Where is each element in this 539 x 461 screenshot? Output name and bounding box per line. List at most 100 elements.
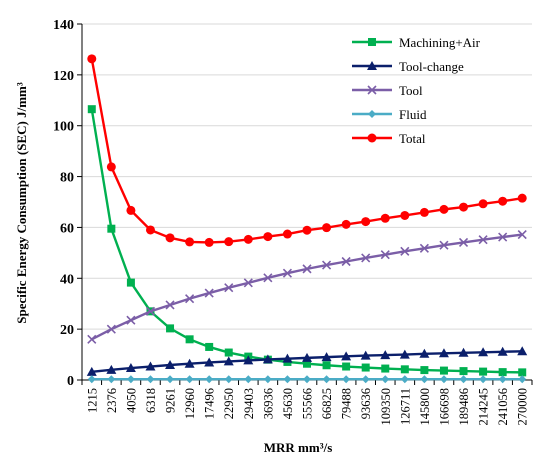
legend-swatch-marker	[368, 38, 376, 46]
data-point-tool-change	[438, 348, 449, 358]
data-point-fluid	[342, 375, 351, 384]
y-tick-label: 100	[53, 120, 74, 135]
data-point-fluid	[498, 375, 507, 384]
data-point-fluid	[381, 375, 390, 384]
data-point-tool	[419, 243, 429, 253]
data-point-fluid	[224, 375, 233, 384]
data-point-tool-change	[184, 358, 195, 368]
data-point-tool-change	[517, 346, 528, 356]
series-tool	[87, 229, 527, 344]
x-tick-label: 22950	[222, 388, 236, 419]
x-tick-label: 45630	[281, 388, 295, 419]
data-point-total	[243, 234, 253, 244]
y-tick-label: 20	[60, 323, 74, 338]
data-point-tool-change	[302, 352, 312, 362]
data-point-fluid	[518, 375, 527, 384]
data-point-machining-air	[166, 324, 175, 333]
data-point-tool	[478, 235, 488, 245]
data-point-fluid	[303, 375, 311, 384]
data-point-tool	[498, 232, 508, 242]
data-point-tool	[224, 283, 234, 293]
data-point-fluid	[244, 375, 253, 384]
y-tick-label: 40	[60, 272, 74, 287]
y-tick-label: 60	[60, 221, 74, 236]
data-point-tool-change	[360, 350, 371, 360]
data-point-fluid	[420, 375, 429, 384]
legend-label: Tool	[399, 83, 423, 98]
data-point-tool	[361, 253, 371, 263]
legend-label: Fluid	[399, 107, 427, 122]
data-point-tool-change	[106, 364, 117, 374]
x-tick-label: 189486	[457, 388, 471, 426]
data-point-fluid	[283, 375, 292, 384]
data-point-fluid	[400, 375, 409, 384]
x-tick-label: 55566	[301, 388, 315, 419]
series-tool-change	[86, 346, 528, 376]
x-tick-label: 6318	[144, 388, 158, 413]
y-tick-label: 80	[60, 171, 74, 186]
x-tick-label: 66825	[320, 388, 334, 419]
data-point-tool-change	[380, 350, 391, 360]
data-point-machining-air	[400, 365, 409, 374]
data-point-tool-change	[497, 346, 508, 356]
data-point-fluid	[126, 375, 135, 384]
data-point-total	[459, 202, 469, 212]
data-point-machining-air	[224, 348, 233, 357]
series-fluid	[87, 375, 527, 384]
data-point-machining-air	[303, 359, 311, 368]
data-point-tool	[341, 256, 351, 267]
data-point-fluid	[146, 375, 155, 384]
data-point-total	[126, 205, 136, 215]
y-tick-labels: 0 20 40 60 80 100 120 140	[53, 18, 74, 389]
data-point-tool	[106, 324, 116, 334]
x-tick-label: 166698	[437, 388, 451, 426]
data-point-machining-air	[342, 362, 351, 371]
data-point-fluid	[263, 375, 272, 384]
data-point-fluid	[166, 375, 175, 384]
x-tick-label: 4050	[124, 388, 138, 413]
data-point-fluid	[107, 375, 116, 384]
data-point-fluid	[205, 375, 214, 384]
data-point-tool	[185, 294, 195, 304]
x-tick-label: 79488	[340, 388, 354, 419]
data-point-machining-air	[420, 366, 429, 375]
data-point-total	[282, 229, 292, 239]
data-point-total	[106, 162, 116, 172]
legend-item-fluid: Fluid	[352, 107, 427, 122]
data-point-machining-air	[479, 367, 488, 376]
y-axis-title: Specific Energy Consumption (SEC) J/mm³	[14, 82, 29, 324]
legend-item-tool: Tool	[352, 83, 423, 98]
x-tick-label: 145800	[418, 388, 432, 426]
x-tick-label: 241056	[496, 388, 510, 426]
data-point-machining-air	[322, 361, 331, 370]
data-point-tool	[263, 273, 273, 283]
x-tick-label: 1215	[85, 388, 99, 413]
data-point-tool	[204, 288, 214, 298]
data-point-total	[204, 237, 214, 247]
x-tick-label: 17496	[203, 388, 217, 419]
data-point-machining-air	[107, 224, 116, 233]
data-point-total	[224, 237, 234, 247]
data-point-tool-change	[145, 361, 156, 371]
x-tick-label: 214245	[477, 388, 491, 426]
data-point-fluid	[322, 375, 331, 384]
legend-item-tool-change: Tool-change	[352, 59, 464, 74]
data-point-tool	[458, 237, 469, 247]
x-tick-label: 93636	[359, 388, 373, 419]
data-point-tool-change	[419, 348, 430, 358]
data-point-tool-change	[262, 354, 273, 364]
series-total	[87, 54, 527, 247]
data-point-total	[380, 213, 390, 223]
data-point-tool	[165, 300, 175, 310]
data-point-fluid	[439, 375, 448, 384]
x-tick-label: 109350	[379, 388, 393, 426]
legend-swatch-marker	[367, 61, 377, 70]
data-point-tool	[87, 334, 97, 344]
data-point-tool	[243, 278, 253, 288]
data-point-tool-change	[341, 351, 352, 361]
data-point-machining-air	[498, 368, 507, 377]
legend-item-total: Total	[352, 131, 426, 146]
x-tick-label: 12960	[183, 388, 197, 419]
data-point-machining-air	[381, 364, 390, 373]
